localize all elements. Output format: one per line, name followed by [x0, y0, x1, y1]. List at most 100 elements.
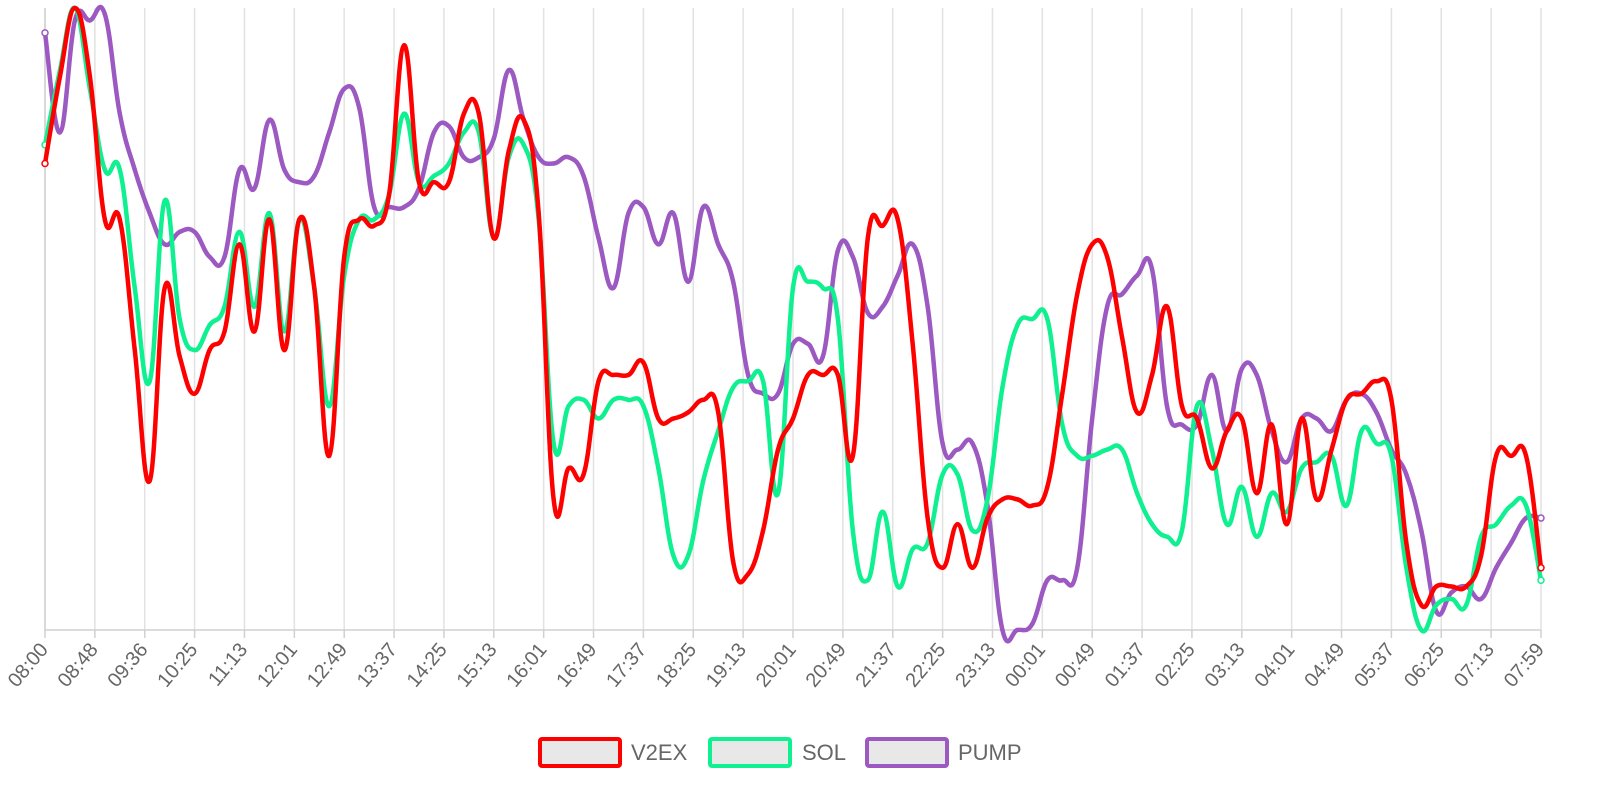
data-point — [1224, 522, 1230, 527]
x-tick-label: 14:25 — [403, 639, 452, 691]
data-point — [1164, 534, 1170, 539]
data-point — [1493, 565, 1499, 570]
legend-item-sol[interactable]: SOL — [708, 737, 846, 768]
data-point — [192, 229, 197, 235]
data-point — [1464, 584, 1469, 589]
data-point — [1000, 627, 1005, 633]
data-point — [207, 254, 212, 259]
data-point — [1374, 441, 1379, 446]
data-point — [41, 29, 49, 37]
data-point — [491, 136, 496, 141]
data-point — [282, 167, 287, 172]
data-point — [371, 204, 377, 210]
data-point — [1060, 391, 1065, 396]
x-tick-label: 17:37 — [602, 639, 651, 691]
data-point — [1075, 453, 1080, 459]
data-point — [1194, 416, 1200, 421]
legend[interactable]: V2EX SOL PUMP — [538, 737, 1022, 768]
x-tick-label: 00:49 — [1051, 639, 1100, 691]
data-point — [1269, 490, 1274, 496]
data-point — [237, 242, 242, 247]
data-point — [476, 155, 482, 160]
data-point — [1344, 503, 1349, 508]
data-point — [132, 167, 137, 172]
data-point — [895, 217, 900, 222]
x-tick-label: 02:25 — [1151, 639, 1200, 691]
legend-swatch — [538, 737, 622, 768]
data-point — [491, 235, 496, 241]
data-point — [955, 522, 960, 527]
data-point — [222, 254, 227, 259]
x-tick-label: 15:13 — [453, 639, 502, 691]
data-point — [955, 472, 960, 477]
data-point — [551, 497, 556, 502]
data-point — [730, 385, 736, 390]
legend-item-v2ex[interactable]: V2EX — [538, 737, 688, 768]
data-point — [1149, 267, 1155, 272]
x-tick-label: 00:01 — [1001, 639, 1050, 691]
data-point — [940, 441, 945, 446]
data-point — [1104, 447, 1110, 452]
data-point — [1164, 403, 1170, 409]
data-point — [342, 254, 347, 259]
data-point — [446, 123, 452, 129]
data-point — [416, 179, 422, 185]
data-point — [401, 204, 407, 210]
data-point — [177, 229, 182, 235]
data-point — [775, 447, 781, 452]
data-point — [865, 235, 870, 241]
data-point — [297, 217, 302, 222]
data-point — [850, 254, 856, 259]
data-point — [1299, 416, 1304, 421]
data-point — [1404, 540, 1409, 546]
data-point — [895, 273, 900, 278]
data-point — [536, 155, 541, 160]
data-point — [1389, 453, 1394, 459]
data-point — [1134, 490, 1140, 496]
data-point — [805, 372, 811, 378]
data-point — [1075, 291, 1080, 297]
data-point — [1537, 514, 1545, 522]
legend-item-pump[interactable]: PUMP — [865, 737, 1022, 768]
series-layer — [41, 4, 1545, 644]
data-point — [147, 478, 152, 483]
data-point — [1359, 391, 1364, 396]
legend-swatch — [708, 737, 792, 768]
data-point — [581, 173, 586, 179]
data-point — [1090, 242, 1095, 247]
data-point — [1164, 304, 1170, 309]
data-point — [297, 179, 302, 185]
legend-label: V2EX — [631, 740, 688, 765]
data-point — [596, 416, 601, 421]
data-point — [925, 304, 930, 309]
data-point — [1194, 403, 1200, 409]
data-point — [1537, 564, 1545, 572]
data-point — [117, 167, 123, 172]
data-point — [1419, 627, 1424, 633]
data-point — [177, 316, 182, 322]
data-point — [461, 130, 467, 135]
data-point — [371, 217, 377, 222]
legend-label: PUMP — [958, 740, 1022, 765]
data-point — [1314, 459, 1319, 465]
data-point — [1030, 316, 1035, 322]
data-point — [880, 223, 885, 228]
data-point — [132, 285, 137, 291]
data-point — [1104, 304, 1110, 309]
data-point — [312, 285, 317, 291]
data-point — [1449, 584, 1454, 589]
data-point — [521, 142, 526, 148]
data-point — [327, 130, 332, 135]
data-point — [671, 211, 676, 216]
data-point — [401, 43, 407, 48]
x-tick-labels: 08:00 08:48 09:36 10:25 11:13 12:01 12:49 13:37… — [4, 639, 1549, 691]
data-point — [566, 155, 571, 160]
x-tick-label: 09:36 — [104, 639, 153, 691]
data-point — [1060, 578, 1065, 583]
data-point — [611, 372, 616, 378]
data-point — [1419, 602, 1424, 608]
x-tick-label: 07:13 — [1450, 639, 1499, 691]
data-point — [252, 304, 257, 309]
data-point — [1269, 422, 1274, 427]
